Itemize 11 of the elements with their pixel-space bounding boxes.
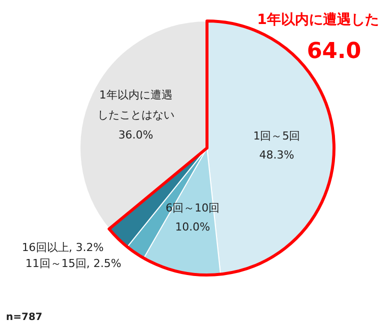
text: 64.0 [306,39,362,64]
slice-label: 16回以上, 3.2% [22,240,104,254]
data-label: 48.3% [259,148,294,162]
slice-label: 11回～15回, 2.5% [25,256,122,270]
text: n=787 [6,312,42,323]
slice-label: 1年以内に遭遇したことはない [97,88,174,122]
slice-label: 6回～10回 [166,201,220,214]
data-label: 10.0% [175,220,210,234]
slice-label: 1回～5回 [253,129,300,142]
data-label: 36.0% [118,128,154,142]
text: 1年以内に遭遇した [257,12,379,28]
